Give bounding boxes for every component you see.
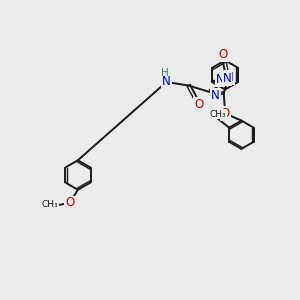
Text: O: O <box>194 98 203 111</box>
Text: N: N <box>211 89 220 102</box>
Text: N: N <box>223 72 231 85</box>
Text: N: N <box>216 73 224 86</box>
Text: CH₃: CH₃ <box>210 110 226 119</box>
Text: O: O <box>65 196 74 209</box>
Text: H: H <box>161 68 169 78</box>
Text: O: O <box>220 107 230 120</box>
Text: N: N <box>225 71 234 84</box>
Text: O: O <box>218 49 228 62</box>
Text: CH₃: CH₃ <box>42 200 58 209</box>
Text: N: N <box>162 76 171 88</box>
